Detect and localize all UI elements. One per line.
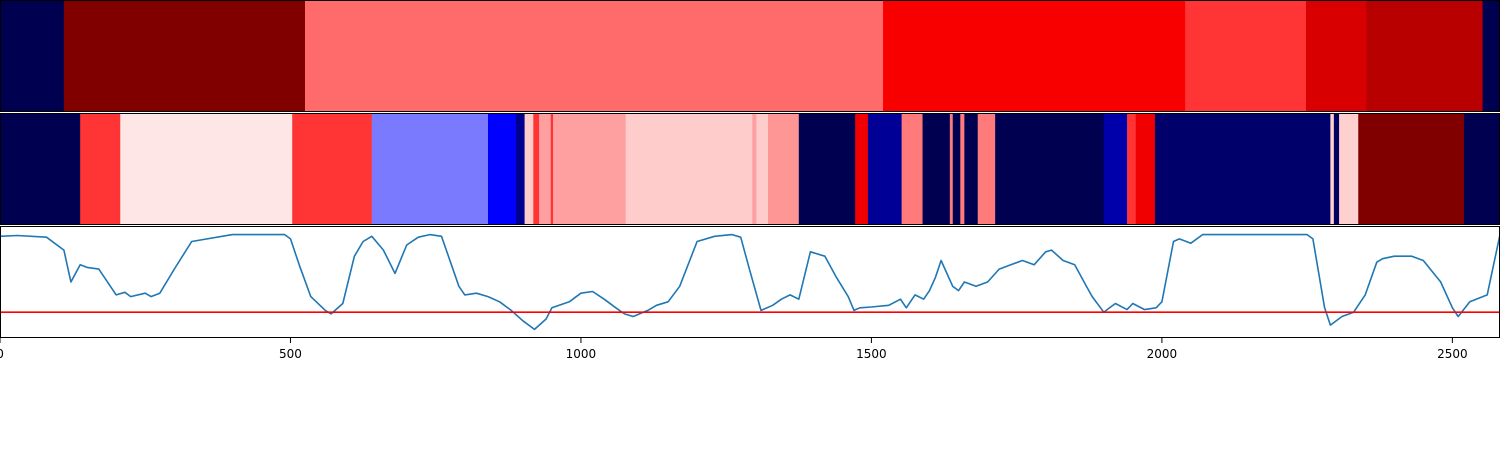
heatmap-cell: [515, 113, 525, 225]
heatmap-cell: [550, 113, 554, 225]
x-tick-label: 2500: [1437, 347, 1468, 361]
heatmap-cell: [855, 113, 869, 225]
top-heatmap: [0, 0, 1500, 112]
heatmap-cell: [524, 113, 534, 225]
x-tick-label: 0: [0, 347, 4, 361]
heatmap-cell: [1127, 113, 1137, 225]
heatmap-cell: [798, 113, 856, 225]
heatmap-cell: [539, 113, 552, 225]
heatmap-cell: [487, 113, 517, 225]
heatmap-cell: [80, 113, 121, 225]
heatmap-cell: [1135, 113, 1156, 225]
heatmap-cell: [922, 113, 951, 225]
heatmap-cell: [304, 0, 884, 112]
heatmap-cell: [952, 113, 961, 225]
middle-heatmap: [0, 113, 1500, 225]
heatmap-cell: [1366, 0, 1483, 112]
heatmap-cell: [883, 0, 1186, 112]
heatmap-cell: [977, 113, 996, 225]
heatmap-cell: [1339, 113, 1359, 225]
x-tick-label: 2000: [1147, 347, 1178, 361]
heatmap-cell: [1463, 113, 1500, 225]
x-tick-label: 1500: [856, 347, 887, 361]
heatmap-cell: [0, 113, 81, 225]
plot-background: [0, 226, 1500, 338]
heatmap-cell: [120, 113, 293, 225]
heatmap-cell: [752, 113, 757, 225]
heatmap-cell: [949, 113, 954, 225]
heatmap-cell: [63, 0, 306, 112]
line-panel: [0, 226, 1500, 338]
heatmap-cell: [1482, 0, 1500, 112]
heatmap-cell: [756, 113, 769, 225]
heatmap-cell: [1333, 113, 1340, 225]
heatmap-cell: [1003, 113, 1105, 225]
heatmap-cell: [633, 113, 753, 225]
heatmap-cell: [1358, 113, 1465, 225]
data-series-line: [0, 233, 1500, 331]
heatmap-cell: [0, 0, 65, 112]
heatmap-cell: [995, 113, 1004, 225]
x-tick-label: 1000: [566, 347, 597, 361]
heatmap-cell: [625, 113, 634, 225]
heatmap-cell: [867, 113, 903, 225]
heatmap-cell: [1154, 113, 1331, 225]
heatmap-cell: [768, 113, 800, 225]
x-axis: 0 500 1000 1500 2000 2500: [0, 338, 1468, 361]
heatmap-cell: [1185, 0, 1307, 112]
heatmap-cell: [553, 113, 627, 225]
heatmap-cell: [292, 113, 373, 225]
heatmap-cell: [901, 113, 923, 225]
heatmap-cell: [964, 113, 979, 225]
x-tick-label: 500: [279, 347, 302, 361]
heatmap-cell: [1103, 113, 1128, 225]
heatmap-cell: [1305, 0, 1367, 112]
heatmap-cell: [533, 113, 540, 225]
heatmap-cell: [960, 113, 965, 225]
heatmap-cell: [371, 113, 489, 225]
heatmap-cell: [1330, 113, 1335, 225]
